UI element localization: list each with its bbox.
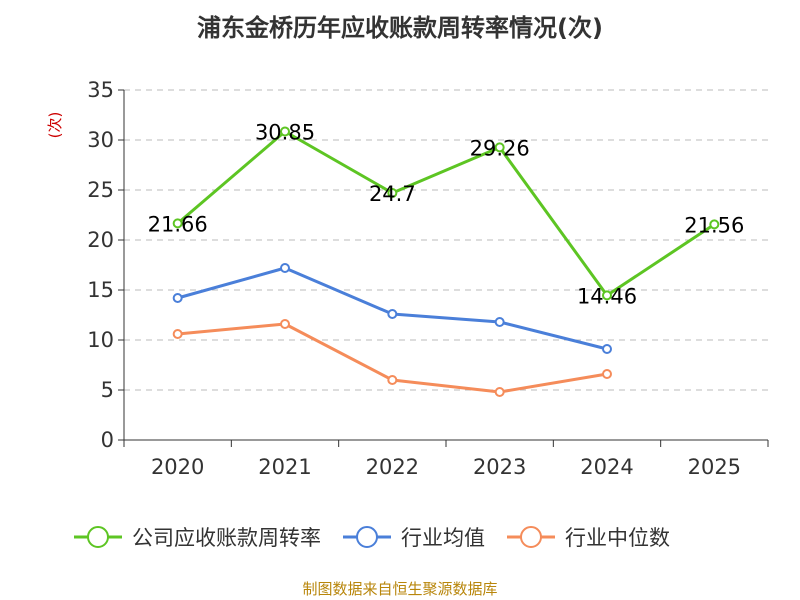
series-points xyxy=(172,126,720,397)
legend: 公司应收账款周转率 行业均值 行业中位数 xyxy=(74,526,670,550)
x-tick-label: 2021 xyxy=(258,455,311,479)
data-point xyxy=(602,290,612,301)
legend-label: 公司应收账款周转率 xyxy=(132,526,321,550)
y-tick-label: 10 xyxy=(87,328,114,352)
x-tick-label: 2022 xyxy=(366,455,419,479)
x-tick-label: 2020 xyxy=(151,455,204,479)
data-point xyxy=(387,309,398,319)
y-tick-label: 15 xyxy=(87,278,114,302)
y-tick-label: 0 xyxy=(101,428,114,452)
data-point xyxy=(387,188,398,198)
data-point xyxy=(602,369,612,379)
series-lines xyxy=(176,130,716,394)
data-point xyxy=(172,293,183,303)
y-axis-label: (次) xyxy=(46,112,64,139)
grid-lines xyxy=(124,89,768,391)
legend-marker xyxy=(520,526,542,548)
data-label: 29.26 xyxy=(470,136,530,160)
y-tick-labels: 0 5 10 15 20 25 30 35 xyxy=(87,78,114,452)
data-point xyxy=(172,218,183,229)
data-point xyxy=(280,319,290,329)
data-point xyxy=(280,263,290,273)
data-labels: 21.66 30.85 24.7 29.26 14.46 21.56 xyxy=(148,121,745,309)
data-label: 21.66 xyxy=(148,212,208,236)
data-label: 30.85 xyxy=(255,121,315,145)
data-label: 21.56 xyxy=(684,213,744,237)
data-point xyxy=(709,219,720,230)
data-point xyxy=(602,344,612,354)
data-point xyxy=(387,375,398,385)
data-point xyxy=(280,126,290,137)
series-line-0 xyxy=(176,130,716,297)
data-label: 24.7 xyxy=(369,182,416,206)
legend-label: 行业均值 xyxy=(401,526,485,550)
y-tick-label: 25 xyxy=(87,178,114,202)
axes xyxy=(118,89,769,447)
x-tick-label: 2025 xyxy=(688,455,741,479)
data-point xyxy=(172,329,183,339)
y-tick-label: 20 xyxy=(87,228,114,252)
legend-marker xyxy=(87,526,109,548)
y-tick-label: 5 xyxy=(101,378,114,402)
series-line-1 xyxy=(177,266,608,351)
data-label: 14.46 xyxy=(577,284,637,308)
y-tick-label: 35 xyxy=(87,78,114,102)
chart-title: 浦东金桥历年应收账款周转率情况(次) xyxy=(197,14,603,42)
data-point xyxy=(494,387,505,397)
data-point xyxy=(494,142,505,153)
x-tick-label: 2023 xyxy=(473,455,526,479)
y-tick-label: 30 xyxy=(87,128,114,152)
legend-label: 行业中位数 xyxy=(565,526,670,550)
legend-marker xyxy=(356,526,378,548)
x-tick-labels: 2020 2021 2022 2023 2024 2025 xyxy=(151,455,741,479)
data-point xyxy=(494,317,505,327)
x-tick-label: 2024 xyxy=(580,455,633,479)
source-note: 制图数据来自恒生聚源数据库 xyxy=(302,580,497,598)
